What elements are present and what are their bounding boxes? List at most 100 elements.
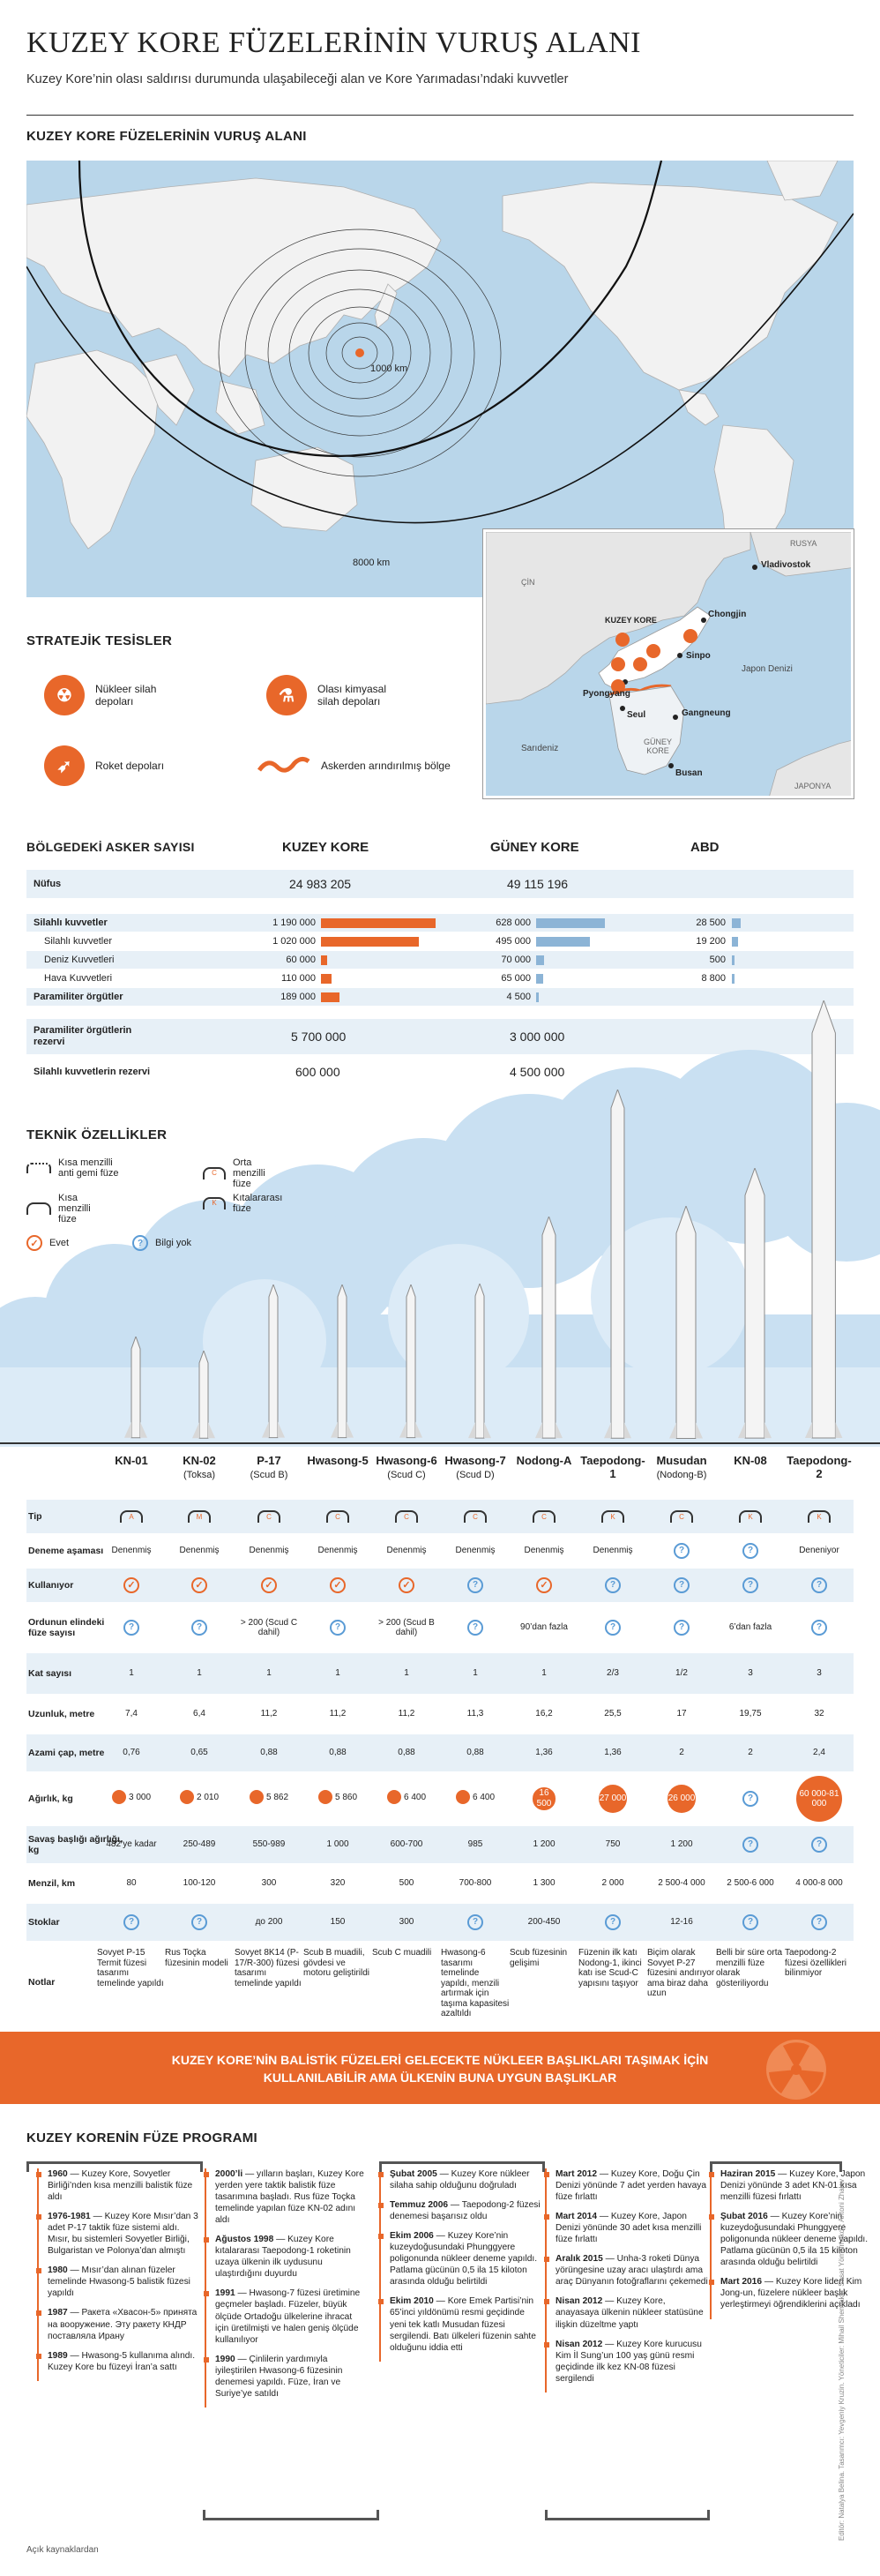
timeline-item: Mart 2014 — Kuzey Kore, Japon Denizi yön… <box>544 2211 708 2245</box>
troops-row: Deniz Kuvvetleri 60 000 70 000 500 <box>26 951 854 969</box>
spec-cell-ordu: > 200 (Scud C dahil) <box>240 1617 298 1638</box>
timeline-bracket <box>545 2510 710 2520</box>
weight-dot <box>249 1790 264 1805</box>
weight-dot <box>111 1790 126 1805</box>
chemical-icon: ⚗ <box>266 675 307 715</box>
spec-cell-tip: C <box>372 1510 441 1523</box>
army-reserve-kk: 600 000 <box>295 1065 340 1079</box>
missile-body <box>406 1284 416 1439</box>
spec-row-notlar: Notlar Sovyet P-15 Termit füzesi tasarımı… <box>26 1943 854 2022</box>
timeline-year: 1987 <box>48 2308 68 2318</box>
spec-cell-uzunluk: 6,4 <box>193 1709 205 1719</box>
timeline-item: 1987 — Ракета «Хвасон-5» принята на воор… <box>36 2307 200 2341</box>
spec-cell-agirlik: 3 000 <box>97 1790 166 1808</box>
timeline-bracket <box>26 2161 203 2172</box>
timeline-year: 1991 <box>215 2288 235 2299</box>
question-icon: ? <box>811 1620 827 1636</box>
check-icon: ✓ <box>26 1235 42 1251</box>
missile-type-icon: C <box>533 1510 556 1523</box>
spec-cell-tip: C <box>441 1510 510 1523</box>
missile-type-icon: K <box>739 1510 762 1523</box>
spec-cell-ordu: ? <box>647 1620 716 1636</box>
timeline-text: — yılların başları, Kuzey Kore yerden ye… <box>215 2169 364 2226</box>
spec-cell-cap: 2,4 <box>813 1748 825 1758</box>
troop-gk-bar <box>536 992 539 1002</box>
troop-gk-value: 4 500 <box>506 992 531 1002</box>
timeline-text: — Kuzey Kore, anayasaya ülkenin nükleer … <box>556 2296 704 2330</box>
army-reserve-gk: 4 500 000 <box>510 1065 565 1079</box>
icbm-icon: K <box>203 1197 226 1209</box>
weight-circle: 60 000-81 000 <box>796 1776 842 1822</box>
north-korea-marker <box>355 348 364 357</box>
timeline-text: — Kore Emek Partisi’nin 65’inci yıldönüm… <box>390 2296 536 2353</box>
spec-cell-agirlik: 60 000-81 000 <box>785 1776 854 1822</box>
weight-value: 5 862 <box>265 1792 289 1802</box>
question-icon: ? <box>811 1577 827 1593</box>
spec-cell-deneme: Denenmiş <box>179 1546 220 1556</box>
spec-cell-uzunluk: 7,4 <box>125 1709 138 1719</box>
label-sarideniz: Sarıdeniz <box>521 744 559 753</box>
spec-cell-baslik: 1 200 <box>670 1839 693 1850</box>
label-rusya: RUSYA <box>790 539 817 548</box>
timeline-item: 2000’li — yılların başları, Kuzey Kore y… <box>204 2168 368 2226</box>
reserve-kk: 5 700 000 <box>291 1030 347 1044</box>
timeline-item: Ağustos 1998 — Kuzey Kore kıtalararası T… <box>204 2234 368 2280</box>
timeline-item: Haziran 2015 — Kuzey Kore, Japon Denizi … <box>709 2168 873 2203</box>
spec-cell-stoklar: ? <box>716 1914 785 1930</box>
legend-icbm-label: Kıtalararası füze <box>233 1193 283 1214</box>
troop-gk-value: 65 000 <box>501 973 531 984</box>
timeline-text: — Kuzey Kore lideri Kim Jong-un, füzeler… <box>720 2277 862 2310</box>
weight-group: 6 400 <box>455 1790 495 1805</box>
missile-body <box>610 1089 624 1439</box>
missile-body <box>474 1283 485 1439</box>
legend-short-label: Kısa menzilli füze <box>58 1193 91 1224</box>
missile-body <box>675 1205 697 1439</box>
banner-line-1: KUZEY KORE’NİN BALİSTİK FÜZELERİ GELECEK… <box>171 2053 709 2067</box>
korea-inset-svg <box>486 532 851 796</box>
spec-cell-agirlik: ? <box>716 1791 785 1807</box>
legend-yes-label: Evet <box>49 1238 70 1248</box>
timeline-column: 2000’li — yılların başları, Kuzey Kore y… <box>204 2168 368 2408</box>
timeline-item: 1960 — Kuzey Kore, Sovyetler Birliği’nde… <box>36 2168 200 2203</box>
missile-drawing <box>192 1350 215 1439</box>
spec-cell-kullaniyor: ? <box>441 1577 510 1593</box>
missile-name: Nodong-A <box>516 1454 572 1467</box>
troop-kk-value: 1 020 000 <box>272 936 316 947</box>
spec-cell-kullaniyor: ? <box>578 1577 647 1593</box>
header-divider <box>26 115 854 116</box>
spec-cell-stoklar: ? <box>165 1914 234 1930</box>
timeline-item: Temmuz 2006 — Taepodong-2 füzesi denemes… <box>378 2199 542 2222</box>
spec-cell-agirlik: 5 862 <box>235 1790 303 1808</box>
weight-value: 3 000 <box>128 1792 152 1802</box>
spec-cell-menzil: 300 <box>261 1878 277 1889</box>
missile-fin <box>331 1421 354 1438</box>
troop-gk-bar <box>536 917 605 928</box>
page-title: KUZEY KORE FÜZELERİNİN VURUŞ ALANI <box>26 26 641 59</box>
spec-cell-baslik: 550-989 <box>252 1839 286 1850</box>
south-korea-shape <box>608 685 685 775</box>
missile-body <box>198 1350 209 1439</box>
spec-cell-uzunluk: 25,5 <box>604 1709 622 1719</box>
troop-label: Paramiliter örgütler <box>34 992 123 1002</box>
timeline-item: Şubat 2005 — Kuzey Kore nükleer silaha s… <box>378 2168 542 2191</box>
question-icon: ? <box>811 1914 827 1930</box>
check-icon: ✓ <box>261 1577 277 1593</box>
spec-cell-baslik: ? <box>785 1837 854 1853</box>
spec-cell-uzunluk: 11,2 <box>329 1709 347 1719</box>
missile-name: Hwasong-7 <box>444 1454 506 1467</box>
timeline-item: Mart 2012 — Kuzey Kore, Doğu Çin Denizi … <box>544 2168 708 2203</box>
spec-cell-tip: K <box>716 1510 785 1523</box>
missile-fin <box>262 1421 285 1438</box>
missile-fin <box>124 1421 147 1438</box>
spec-label-deneme: Deneme aşaması <box>28 1545 104 1556</box>
population-label: Nüfus <box>34 879 62 889</box>
missile-name: KN-02 <box>183 1454 216 1467</box>
question-icon: ? <box>467 1577 483 1593</box>
spec-cell-ordu: 6’dan fazla <box>728 1622 772 1633</box>
spec-cell-baslik: 985 <box>467 1839 483 1850</box>
spec-cell-menzil: 700-800 <box>459 1878 492 1889</box>
spec-row-menzil: Menzil, km 80 100-120 300 320 500 700-800 1 300… <box>26 1865 854 1902</box>
spec-cell-uzunluk: 17 <box>676 1709 687 1719</box>
timeline-text: — Unha-3 roketi Dünya yörüngesine uzay a… <box>556 2254 708 2288</box>
reserve-gk: 3 000 000 <box>510 1030 565 1044</box>
